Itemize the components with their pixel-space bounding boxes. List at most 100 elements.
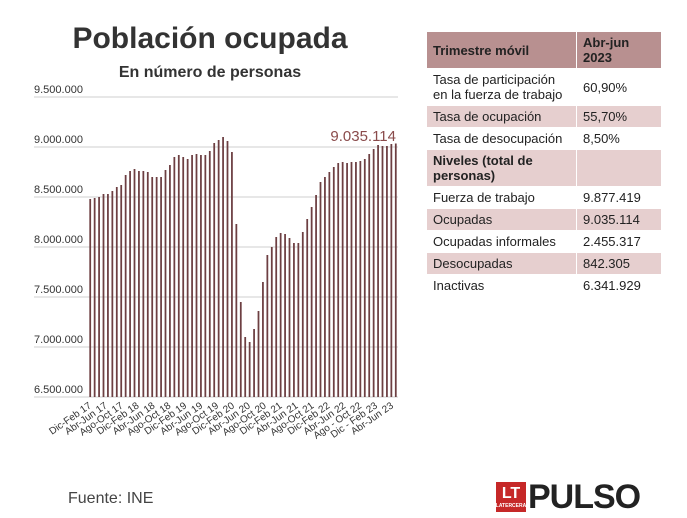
bar [332, 167, 335, 397]
bar [115, 187, 118, 397]
logo-mark-text: LT [501, 484, 521, 502]
bar [275, 237, 278, 397]
bar [208, 151, 211, 397]
bar [173, 157, 176, 397]
table-row: Tasa de desocupación 8,50% [426, 127, 662, 150]
row-label: Fuerza de trabajo [426, 186, 577, 209]
bar-chart: 9.500.000 9.000.000 8.500.000 8.000.000 7.50… [34, 84, 398, 442]
table-row: Ocupadas 9.035.114 [426, 208, 662, 231]
table-header-row: Trimestre móvil Abr-jun 2023 [426, 31, 662, 69]
logo-mark-small: LATERCERA [495, 502, 527, 509]
bar [169, 165, 171, 397]
bar [310, 207, 313, 397]
row-label: Inactivas [426, 274, 577, 297]
bar [239, 302, 242, 397]
bar [372, 149, 375, 397]
bar [359, 161, 362, 397]
y-tick-label: 6.500.000 [34, 384, 83, 396]
bar [160, 177, 162, 397]
row-value: 2.455.317 [576, 230, 662, 253]
bar [394, 143, 397, 397]
bar [324, 177, 326, 397]
bar [377, 145, 379, 397]
bar [288, 238, 291, 397]
bar [231, 152, 233, 397]
bar [244, 337, 247, 397]
row-value: 55,70% [576, 105, 662, 128]
bar [319, 182, 322, 397]
source-note: Fuente: INE [68, 490, 154, 507]
bar [142, 171, 145, 397]
y-tick-label: 7.000.000 [34, 334, 83, 346]
bar [138, 171, 140, 397]
bar [306, 219, 309, 397]
bar [381, 146, 384, 397]
bar [217, 140, 220, 397]
bar [213, 143, 216, 397]
bar [204, 155, 207, 397]
table-row: Desocupadas 842.305 [426, 252, 662, 275]
bar [133, 169, 136, 397]
bar [266, 255, 269, 397]
header-period-value: Abr-jun 2023 [576, 31, 662, 69]
row-label: Ocupadas informales [426, 230, 577, 253]
header-period-label: Trimestre móvil [426, 31, 577, 69]
bar [235, 224, 238, 397]
summary-table: Trimestre móvil Abr-jun 2023 Tasa de par… [426, 31, 662, 297]
table-row: Fuerza de trabajo 9.877.419 [426, 186, 662, 209]
last-value-label: 9.035.114 [330, 128, 396, 145]
bar [182, 157, 185, 397]
y-tick-label: 7.500.000 [34, 284, 83, 296]
row-label: Niveles (total de personas) [426, 149, 577, 187]
bar [262, 282, 264, 397]
bar [98, 197, 100, 397]
bar [279, 233, 282, 397]
bar [200, 155, 202, 397]
bar [177, 155, 180, 397]
bar [186, 159, 189, 397]
bar [102, 194, 105, 397]
table-row: Inactivas 6.341.929 [426, 274, 662, 297]
bar [293, 243, 295, 397]
row-value: 8,50% [576, 127, 662, 150]
bar [120, 185, 123, 397]
bar [107, 194, 109, 397]
bar [222, 137, 224, 397]
bar [129, 171, 131, 397]
bar [350, 162, 353, 397]
bar [355, 162, 357, 397]
logo-wordmark: PULSO [528, 478, 641, 516]
bar [284, 234, 286, 397]
bar [89, 199, 92, 397]
bar [257, 311, 260, 397]
table-row: Tasa de participación en la fuerza de tr… [426, 68, 662, 106]
bar [390, 144, 393, 397]
bar [328, 172, 331, 397]
bar [346, 163, 348, 397]
bar [226, 141, 229, 397]
bar [124, 175, 127, 397]
bar [301, 232, 304, 397]
bar [253, 329, 255, 397]
bar [164, 170, 167, 397]
bar [368, 154, 371, 397]
bar [155, 177, 158, 397]
bar [337, 163, 340, 397]
y-tick-label: 8.000.000 [34, 234, 83, 246]
bar [315, 195, 317, 397]
pulso-logo: LT LATERCERA PULSO [495, 478, 641, 516]
chart-title: Población ocupada [72, 22, 348, 55]
row-value: 842.305 [576, 252, 662, 275]
bar [146, 172, 149, 397]
bar [191, 155, 193, 397]
bar [297, 243, 300, 397]
chart-subtitle: En número de personas [118, 64, 302, 81]
row-label: Tasa de ocupación [426, 105, 577, 128]
row-value: 9.035.114 [576, 208, 662, 231]
table-row: Tasa de ocupación 55,70% [426, 105, 662, 128]
y-tick-label: 8.500.000 [34, 184, 83, 196]
row-value: 6.341.929 [576, 274, 662, 297]
row-label: Desocupadas [426, 252, 577, 275]
bar [270, 247, 273, 397]
bar [93, 198, 96, 397]
